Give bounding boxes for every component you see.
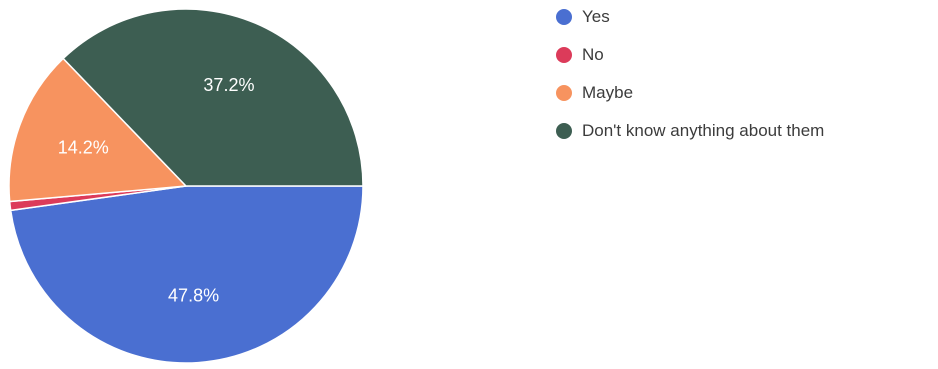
legend-label-no: No bbox=[582, 45, 604, 64]
legend-item-yes: Yes bbox=[556, 4, 824, 30]
legend-swatch-no bbox=[556, 47, 572, 63]
legend-label-yes: Yes bbox=[582, 7, 610, 26]
slice-label-maybe: 14.2% bbox=[58, 138, 109, 158]
legend-swatch-dont-know bbox=[556, 123, 572, 139]
legend-item-dont-know: Don't know anything about them bbox=[556, 118, 824, 144]
slice-label-dont-know: 37.2% bbox=[203, 75, 254, 95]
slice-label-yes: 47.8% bbox=[168, 285, 219, 305]
legend-item-maybe: Maybe bbox=[556, 80, 824, 106]
legend-label-maybe: Maybe bbox=[582, 83, 634, 102]
pie-slice-maybe bbox=[8, 57, 188, 203]
pie-slice-dont-know bbox=[62, 8, 364, 187]
legend-item-no: No bbox=[556, 42, 824, 68]
pie-slice-yes bbox=[9, 185, 364, 364]
legend-swatch-maybe bbox=[556, 85, 572, 101]
legend-label-dont-know: Don't know anything about them bbox=[582, 121, 825, 140]
legend-swatch-yes bbox=[556, 9, 572, 25]
chart-legend: Yes No Maybe Don't know anything about t… bbox=[556, 4, 824, 156]
